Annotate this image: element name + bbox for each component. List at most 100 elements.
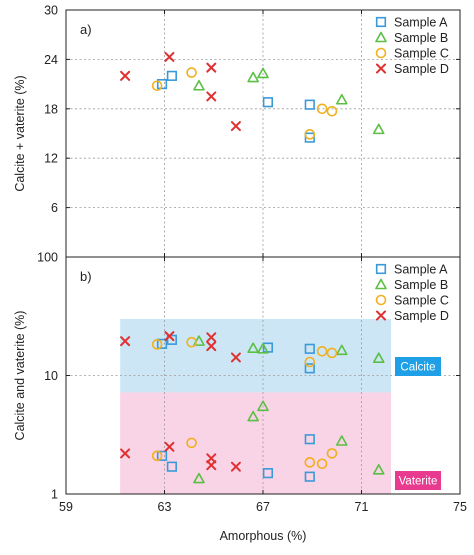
data-point — [151, 80, 163, 92]
legend-marker — [375, 294, 387, 306]
data-point — [186, 67, 197, 78]
badge-calcite — [395, 357, 441, 376]
data-point — [206, 453, 217, 464]
data-point — [316, 103, 328, 115]
data-point — [304, 99, 315, 110]
data-point — [193, 79, 205, 91]
data-point — [186, 437, 197, 449]
data-point — [304, 356, 316, 368]
series-sample-d — [120, 331, 241, 472]
data-point — [206, 332, 217, 343]
data-point — [262, 468, 274, 479]
data-point — [304, 343, 315, 354]
x-tick-label: 71 — [355, 500, 369, 514]
badge-vaterite — [395, 471, 441, 490]
data-point — [304, 132, 315, 143]
data-point — [304, 363, 315, 374]
data-point — [151, 339, 163, 350]
y-tick-label: 12 — [44, 152, 58, 166]
series-sample-c — [151, 336, 338, 470]
x-tick-label: 67 — [256, 500, 270, 514]
y-tick-label: 6 — [51, 201, 58, 215]
data-point — [304, 457, 316, 468]
legend-marker — [375, 31, 387, 43]
x-tick-label: 75 — [453, 500, 467, 514]
data-point — [247, 342, 259, 353]
legend-marker — [375, 47, 387, 59]
data-point — [120, 448, 131, 459]
legend-marker — [376, 310, 386, 321]
panel-b: Calcite Vaterite 1 10 100 59 63 67 71 75 Calcite a… — [13, 251, 467, 544]
legend-label: Sample D — [394, 62, 449, 76]
data-point — [156, 338, 168, 349]
data-point — [120, 336, 131, 347]
legend-label: Sample B — [394, 278, 448, 292]
data-point — [316, 458, 328, 470]
panel-a: 6 12 18 24 30 Calcite + vaterite (%) a) Sample … — [13, 4, 461, 258]
legend-label: Sample A — [394, 16, 448, 30]
legend-label: Sample C — [394, 294, 449, 308]
data-point — [120, 70, 131, 81]
data-point — [230, 121, 241, 132]
data-point — [166, 334, 177, 345]
data-point — [164, 331, 175, 342]
legend-marker — [375, 263, 387, 275]
data-point — [316, 346, 328, 357]
legend-label: Sample B — [394, 31, 448, 45]
data-point — [304, 434, 315, 445]
data-point — [372, 464, 385, 475]
series-sample-a — [156, 334, 315, 482]
data-point — [304, 129, 316, 140]
y-tick-label: 1 — [51, 488, 58, 502]
data-point — [326, 347, 338, 359]
series-sample-a — [156, 70, 315, 143]
series-sample-b — [193, 67, 385, 135]
data-point — [156, 79, 168, 90]
data-point — [335, 344, 348, 356]
legend-marker — [375, 16, 387, 28]
data-point — [206, 62, 217, 73]
legend-label: Sample D — [394, 309, 449, 323]
data-point — [257, 400, 269, 412]
data-point — [164, 51, 175, 62]
data-point — [206, 91, 217, 102]
data-point — [247, 410, 259, 422]
data-point — [193, 472, 205, 484]
data-point — [206, 341, 217, 352]
badge-calcite-label: Calcite — [400, 362, 435, 374]
x-axis-label: Amorphous (%) — [220, 529, 307, 543]
data-point — [326, 105, 338, 117]
series-sample-c — [151, 67, 338, 140]
band-vaterite — [120, 392, 392, 494]
data-point — [372, 352, 385, 363]
data-point — [335, 93, 348, 105]
data-point — [247, 71, 259, 83]
x-tick-label: 59 — [59, 500, 73, 514]
data-point — [166, 70, 177, 81]
band-calcite — [120, 318, 392, 393]
data-point — [156, 450, 168, 461]
data-point — [166, 461, 177, 472]
data-point — [164, 441, 175, 452]
data-point — [262, 97, 274, 108]
data-point — [335, 435, 348, 446]
badge-vaterite-label: Vaterite — [399, 476, 438, 488]
data-point — [257, 67, 269, 79]
y-tick-label: 10 — [44, 369, 58, 383]
data-point — [230, 461, 241, 472]
data-point — [230, 352, 241, 363]
x-tick-label: 63 — [158, 500, 172, 514]
y-axis-label: Calcite and vaterite (%) — [13, 311, 27, 441]
series-sample-d — [120, 51, 241, 132]
panel-label: a) — [80, 22, 92, 37]
legend-marker — [376, 63, 386, 74]
y-tick-label: 30 — [44, 4, 58, 18]
y-tick-label: 18 — [44, 102, 58, 116]
y-tick-label: 100 — [37, 251, 58, 265]
data-point — [257, 343, 269, 354]
legend-marker — [375, 278, 387, 290]
panel-label: b) — [80, 269, 92, 284]
